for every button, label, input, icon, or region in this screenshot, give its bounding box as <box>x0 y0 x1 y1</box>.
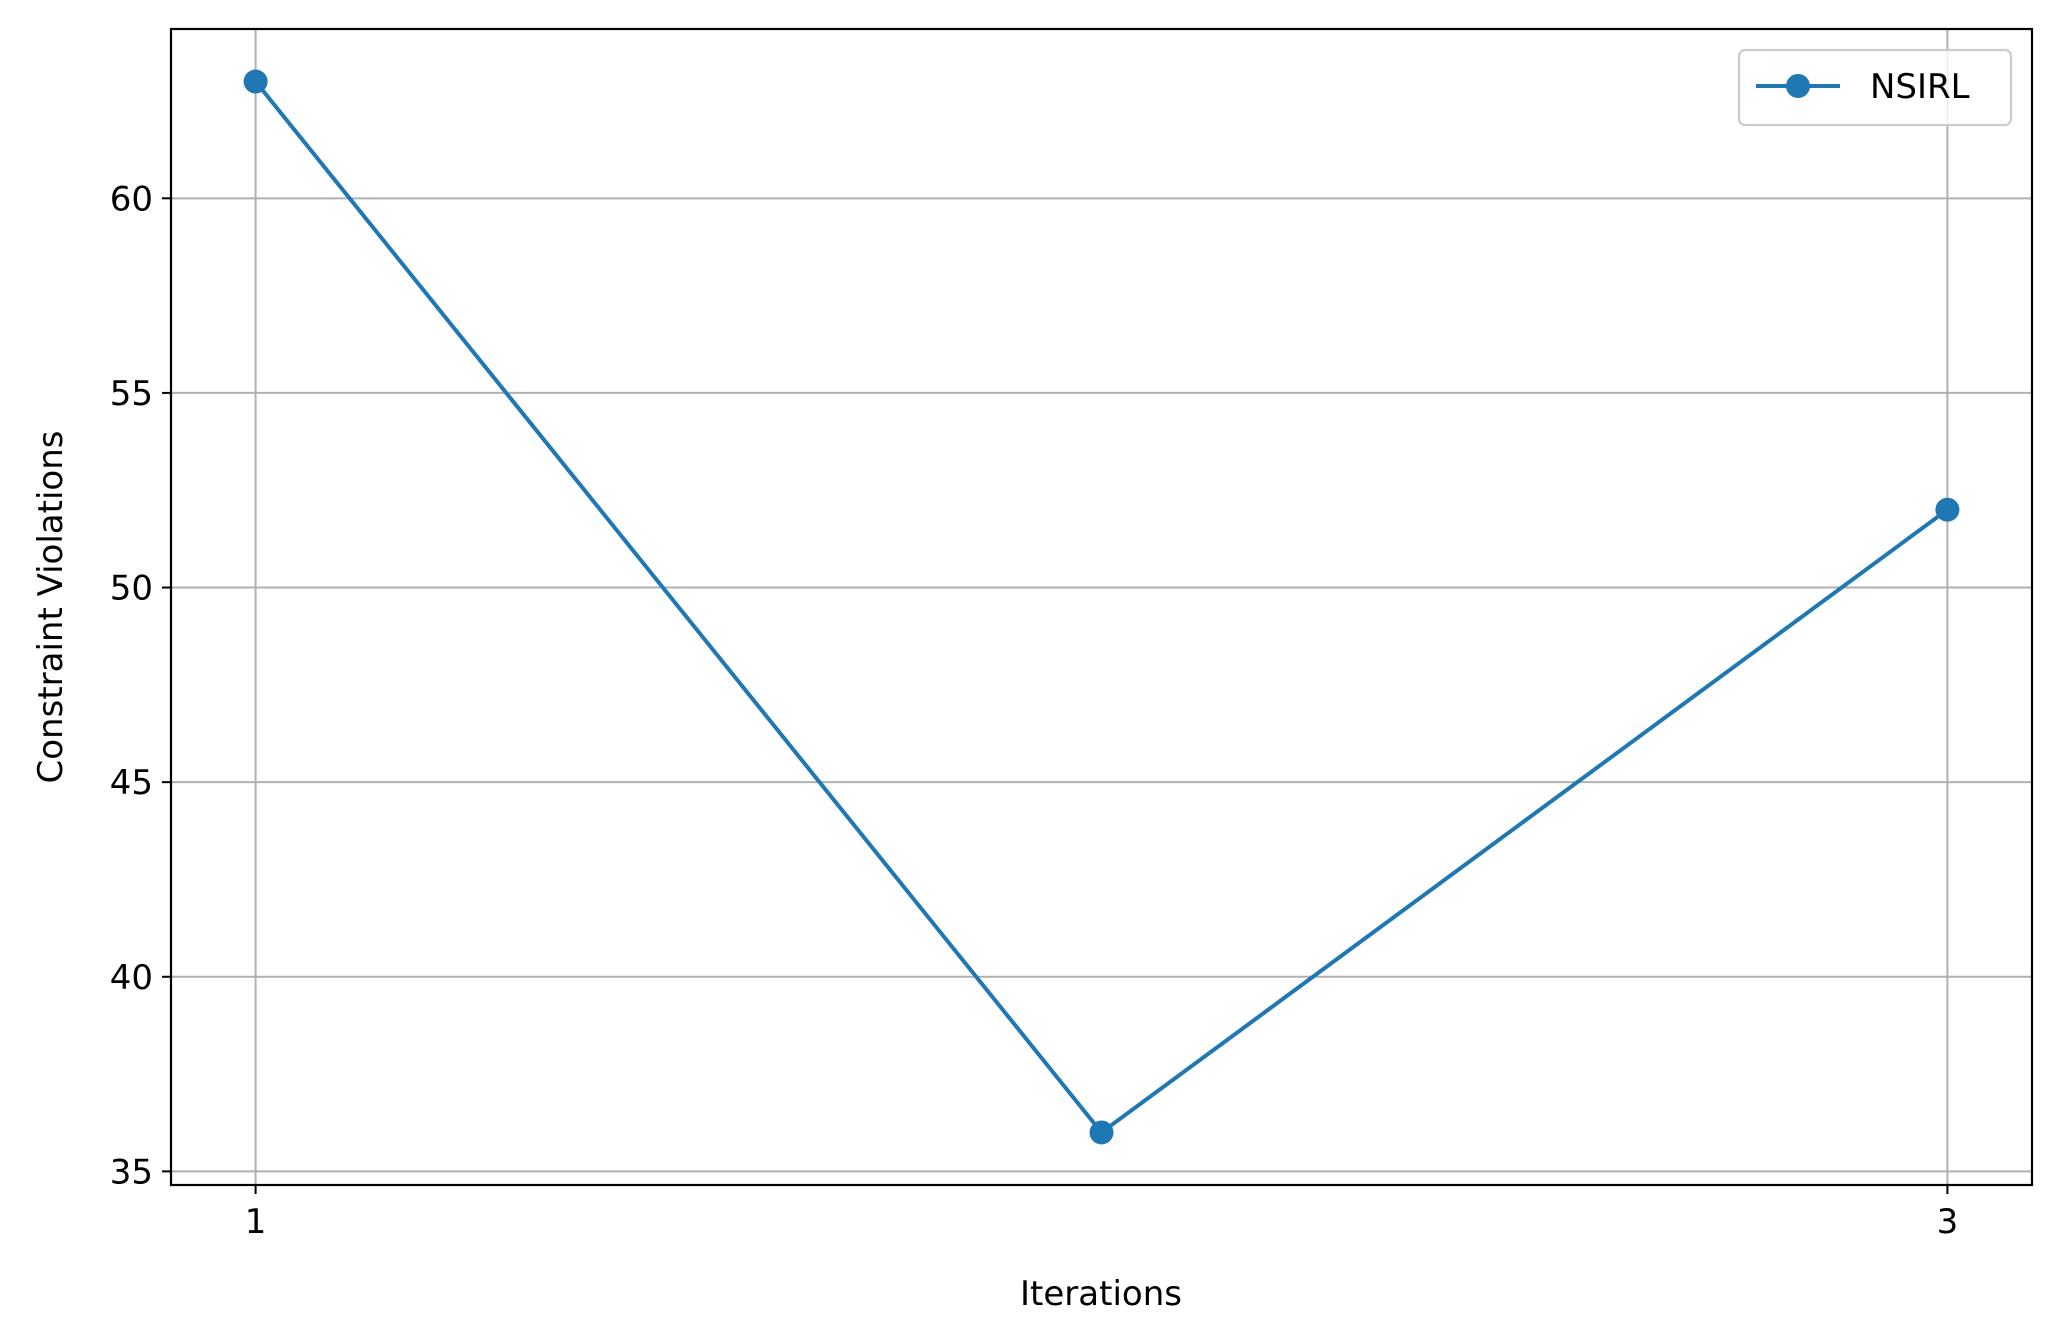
x-axis-label: Iterations <box>1020 1274 1182 1314</box>
data-point <box>1935 497 1960 522</box>
legend-marker-nsirl <box>1786 74 1810 98</box>
y-tick-label: 55 <box>110 374 153 414</box>
legend: NSIRL <box>1737 48 2013 127</box>
grid-lines <box>171 29 2032 1185</box>
data-point <box>243 69 268 94</box>
y-tick-label: 35 <box>110 1152 153 1192</box>
y-tick-label: 50 <box>110 569 153 609</box>
plot-area-frame <box>169 27 2034 1187</box>
data-point <box>1089 1120 1114 1145</box>
y-tick-label: 60 <box>110 179 153 219</box>
series-layer <box>243 69 1960 1145</box>
legend-box <box>1737 48 2013 127</box>
legend-label-nsirl: NSIRL <box>1870 67 1970 107</box>
y-tick-label: 40 <box>110 958 153 998</box>
y-tick-label: 45 <box>110 763 153 803</box>
series-line-nsirl <box>252 78 1951 1135</box>
axis-ticks: 35 40 45 50 55 60 1 3 <box>110 179 1958 1242</box>
x-tick-label: 1 <box>245 1202 267 1242</box>
y-axis-label: Constraint Violations <box>31 431 71 784</box>
x-tick-label: 3 <box>1937 1202 1959 1242</box>
